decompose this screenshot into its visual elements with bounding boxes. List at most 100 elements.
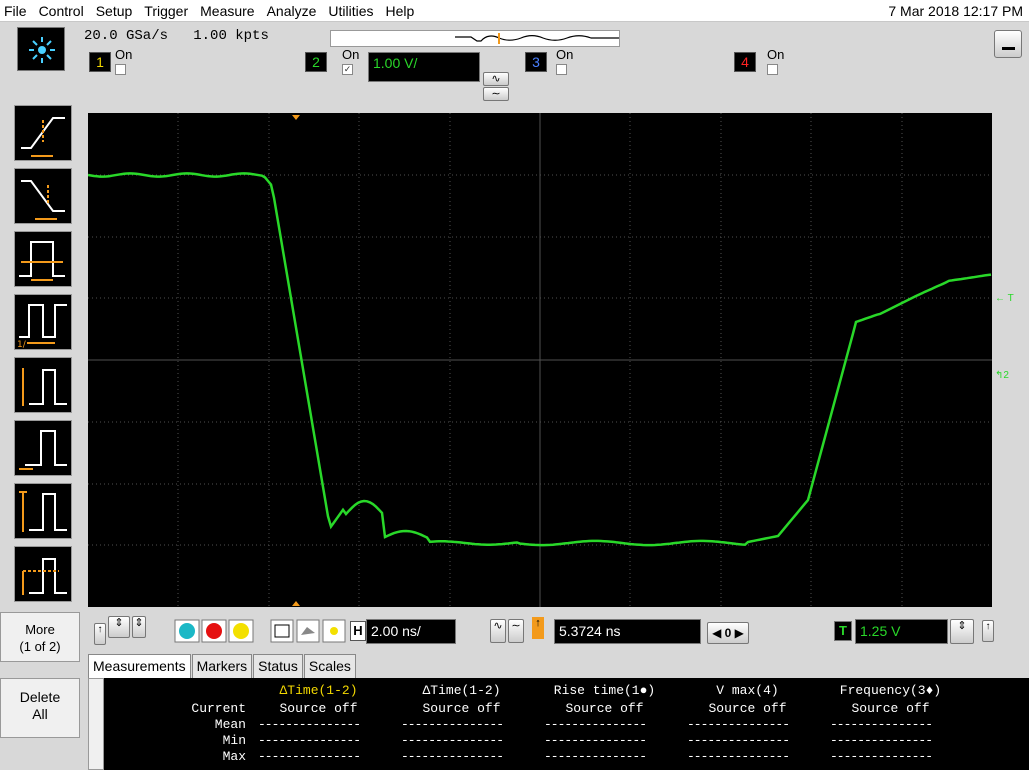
channel-2-on-label: On [342, 47, 360, 62]
channel-4-checkbox[interactable] [767, 64, 778, 75]
row-label-current: Current [191, 701, 246, 716]
channel-2-scale-field[interactable]: 1.00 V/ [368, 52, 480, 82]
base-tool-button[interactable] [14, 420, 72, 476]
channel-2-badge[interactable]: 2 [305, 52, 327, 72]
delete-all-button[interactable]: Delete All [0, 678, 80, 738]
channel-3-checkbox[interactable] [556, 64, 567, 75]
channel-3-badge[interactable]: 3 [525, 52, 547, 72]
channel-2-checkbox[interactable]: ✓ [342, 64, 353, 75]
measure-col-2-title: ΔTime(1-2) [422, 683, 501, 698]
delay-marker-icon: ↑ [532, 617, 544, 639]
horizontal-badge: H [350, 621, 366, 641]
menu-setup[interactable]: Setup [95, 2, 133, 19]
channel-4-control[interactable]: 4 On [734, 47, 794, 75]
measure-col-1-title: ΔTime(1-2) [279, 683, 358, 698]
horizontal-delay-value: 5.3724 ns [559, 623, 621, 639]
pulse-width-tool-button[interactable] [14, 231, 72, 287]
channel-2-trace [87, 172, 992, 547]
menu-file[interactable]: File [4, 2, 27, 19]
rising-edge-icon [21, 117, 65, 157]
channel-2-control[interactable]: 2 On ✓ [305, 47, 365, 75]
minimize-button[interactable] [994, 30, 1022, 58]
tab-markers[interactable]: Markers [191, 654, 253, 678]
waveform-graph [87, 113, 992, 607]
delete-all-label: Delete All [19, 689, 61, 722]
menu-analyze[interactable]: Analyze [266, 2, 317, 19]
falling-edge-tool-button[interactable] [14, 168, 72, 224]
period-icon: 1/ [17, 304, 67, 350]
tab-status[interactable]: Status [253, 654, 303, 678]
menu-utilities[interactable]: Utilities [328, 2, 374, 19]
scroll-up-button[interactable]: ↑ [94, 623, 106, 645]
waveform-overview[interactable] [330, 30, 621, 47]
measure-col-3-value: Source off [565, 701, 644, 716]
ac-coupling-button[interactable]: ∿ [490, 619, 506, 643]
tab-measurements[interactable]: Measurements [88, 654, 191, 678]
bottom-tabs: Measurements Markers Status Scales [88, 654, 357, 678]
row-label-min: Min [222, 733, 246, 748]
delay-zero: 0 [724, 626, 732, 640]
channel-1-checkbox[interactable] [115, 64, 126, 75]
trigger-level-field[interactable]: T 1.25 V [834, 619, 948, 644]
dc-coupling-button[interactable]: ∼ [508, 619, 524, 643]
waveform-display[interactable] [87, 113, 992, 607]
max-col-3: --------------- [544, 749, 647, 764]
min-col-5: --------------- [830, 733, 933, 748]
channel-4-badge[interactable]: 4 [734, 52, 756, 72]
amplitude-icon [22, 368, 67, 406]
max-col-1: --------------- [258, 749, 361, 764]
channel-3-control[interactable]: 3 On [525, 47, 585, 75]
rising-edge-tool-button[interactable] [14, 105, 72, 161]
tab-scales[interactable]: Scales [303, 654, 356, 678]
more-label: More (1 of 2) [19, 622, 61, 654]
trigger-badge: T [834, 621, 852, 641]
menu-measure[interactable]: Measure [200, 2, 255, 19]
measure-col-3-title: Rise time(1●) [553, 683, 656, 698]
acquisition-header: 20.0 GSa/s 1.00 kpts [80, 22, 1029, 70]
top-level-tool-button[interactable] [14, 546, 72, 602]
delay-stepper[interactable]: ◀ 0 ▶ [707, 622, 749, 644]
clock-datetime: 7 Mar 2018 12:17 PM [888, 3, 1023, 19]
channel-colors-group[interactable] [174, 619, 256, 646]
amplitude-tool-button[interactable] [14, 357, 72, 413]
svg-text:1/: 1/ [17, 340, 27, 349]
horizontal-scale-field[interactable]: H 2.00 ns/ [350, 619, 456, 644]
more-button[interactable]: More (1 of 2) [0, 612, 80, 662]
measure-col-4-value: Source off [708, 701, 787, 716]
vpp-tool-button[interactable] [14, 483, 72, 539]
trigger-level-label: T [1007, 293, 1014, 304]
trigger-scroll-button[interactable]: ↑ [982, 620, 994, 642]
period-tool-button[interactable]: 1/ [14, 294, 72, 350]
channel-2-ac-coupling-button[interactable]: ∿ [483, 72, 509, 86]
zoom-toggle-button[interactable]: ⇕ [132, 616, 146, 638]
measure-col-1-value: Source off [279, 701, 358, 716]
menu-control[interactable]: Control [38, 2, 84, 19]
channel-1-badge[interactable]: 1 [89, 52, 111, 72]
acquisition-info: 20.0 GSa/s 1.00 kpts [84, 28, 269, 44]
menu-help[interactable]: Help [385, 2, 415, 19]
max-col-2: --------------- [401, 749, 504, 764]
screenshot-icon[interactable] [270, 619, 352, 646]
horizontal-delay-field[interactable]: 5.3724 ns [554, 619, 701, 644]
channel-2-dc-coupling-button[interactable]: ∼ [483, 87, 509, 101]
trigger-position-marker-bottom [292, 601, 300, 606]
memory-depth: 1.00 kpts [193, 28, 269, 44]
logo-icon [17, 27, 65, 71]
measure-col-5-value: Source off [851, 701, 930, 716]
pulse-width-icon [19, 241, 65, 281]
timebase-control-row: ↑ ⇕ ⇕ H 2.00 ns/ ∿ ∼ ↑ 5.3724 ns ◀ 0 [80, 615, 1029, 653]
minimize-icon [1002, 47, 1015, 50]
falling-edge-icon [21, 180, 65, 220]
channel-3-on-label: On [556, 47, 574, 62]
mean-col-3: --------------- [544, 717, 647, 732]
base-icon [19, 430, 67, 470]
channel-1-control[interactable]: 1 On [89, 47, 149, 75]
row-label-mean: Mean [214, 717, 246, 732]
trigger-level-stepper[interactable]: ⇕ [950, 619, 974, 644]
sample-rate: 20.0 GSa/s [84, 28, 169, 44]
vpp-icon [19, 491, 67, 532]
channel-2-ground-marker: ↰2 [995, 370, 1009, 381]
measurements-panel: Current Mean Min Max ΔTime(1-2) Source o… [88, 678, 1029, 770]
zoom-stepper-button[interactable]: ⇕ [108, 616, 130, 638]
menu-trigger[interactable]: Trigger [144, 2, 189, 19]
